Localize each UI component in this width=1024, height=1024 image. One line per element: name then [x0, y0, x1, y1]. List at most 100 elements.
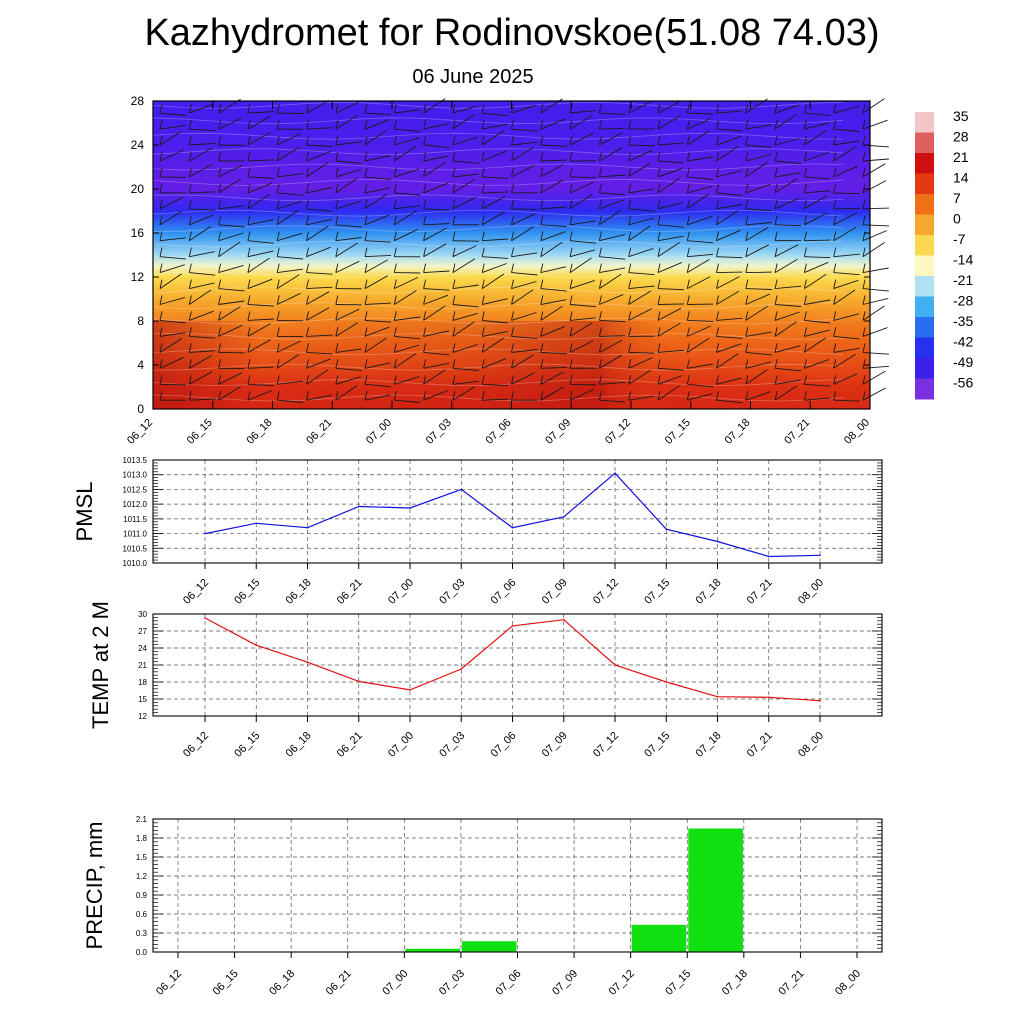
- colorbar-label: 0: [953, 211, 961, 227]
- wind-barb: [657, 242, 680, 258]
- wind-barb-flag: [686, 375, 690, 385]
- wind-barb-flag: [657, 327, 661, 337]
- wind-barb: [687, 276, 711, 289]
- wind-barb: [159, 338, 183, 353]
- wind-barb: [423, 243, 447, 258]
- panel-frame: [152, 613, 883, 717]
- wind-barb: [335, 177, 358, 194]
- y-tick-label: 8: [137, 314, 144, 328]
- wind-barb-flag: [803, 215, 807, 225]
- wind-barb-flag: [716, 327, 719, 337]
- wind-barb-flag: [540, 247, 544, 257]
- wind-barb-flag: [247, 263, 251, 273]
- wind-barb-flag: [540, 311, 544, 321]
- wind-barb: [833, 192, 860, 195]
- wind-barb: [628, 225, 651, 242]
- wind-barb: [423, 362, 450, 369]
- wind-barb: [716, 335, 743, 339]
- y-tick-label: 16: [131, 226, 145, 240]
- wind-barb: [277, 268, 303, 274]
- colorbar-label: -49: [953, 354, 973, 370]
- wind-barb-flag: [716, 183, 719, 193]
- wind-barb-flag: [598, 327, 602, 337]
- wind-barb: [716, 353, 739, 369]
- wind-barb: [452, 178, 476, 194]
- wind-barb-flag: [423, 120, 427, 130]
- wind-barb-flag: [247, 279, 251, 289]
- data-point: [716, 540, 719, 543]
- wind-barb: [335, 367, 362, 372]
- wind-barb-flag: [218, 327, 222, 337]
- x-tick-label: 07_06: [494, 968, 524, 998]
- wind-barb: [775, 224, 802, 227]
- x-tick-label: 07_21: [745, 577, 775, 607]
- wind-barb: [540, 351, 567, 355]
- data-point: [409, 689, 411, 691]
- wind-barb-flag: [423, 343, 427, 353]
- wind-barb-flag: [159, 311, 163, 321]
- wind-barb-flag: [247, 231, 251, 241]
- wind-barb: [277, 200, 303, 210]
- wind-barb: [218, 164, 243, 178]
- wind-barb-flag: [335, 199, 339, 209]
- wind-barb-flag: [218, 375, 222, 385]
- wind-barb-flag: [833, 183, 837, 193]
- wind-barb: [218, 144, 245, 146]
- wind-barb: [335, 169, 361, 178]
- wind-barb-flag: [862, 375, 866, 385]
- wind-barb: [687, 156, 713, 162]
- wind-barb-flag: [423, 327, 427, 337]
- wind-barb: [745, 391, 771, 401]
- wind-barb-flag: [393, 199, 397, 209]
- x-tick-label: 07_03: [437, 968, 467, 998]
- wind-barb-flag: [159, 343, 163, 353]
- wind-barb-flag: [481, 343, 485, 353]
- wind-barb: [394, 192, 421, 196]
- wind-barb: [423, 162, 446, 178]
- wind-barb-flag: [159, 151, 163, 162]
- wind-barb-flag: [745, 327, 749, 337]
- wind-barb-flag: [364, 343, 368, 353]
- wind-barb-flag: [628, 231, 632, 241]
- wind-barb: [745, 227, 769, 242]
- precip-bar: [688, 828, 743, 952]
- wind-barb: [423, 270, 450, 274]
- wind-barb: [804, 397, 831, 401]
- wind-barb-flag: [481, 391, 485, 401]
- wind-barb-flag: [686, 104, 690, 114]
- wind-barb: [364, 259, 388, 273]
- y-tick-label: 1013.5: [123, 456, 148, 465]
- wind-barb: [335, 376, 361, 385]
- wind-barb: [423, 155, 450, 162]
- wind-barb: [716, 170, 742, 178]
- x-tick-label: 06_18: [284, 730, 314, 760]
- wind-barb-flag: [247, 215, 251, 225]
- wind-barb-flag: [833, 359, 837, 369]
- wind-barb: [540, 325, 565, 337]
- wind-barb-flag: [657, 343, 661, 353]
- wind-barb-flag: [218, 295, 222, 305]
- wind-barb: [687, 240, 714, 244]
- wind-barb-flag: [511, 311, 514, 321]
- wind-barb-flag: [481, 279, 485, 289]
- wind-barb-flag: [159, 183, 163, 193]
- wind-barb-flag: [628, 151, 632, 162]
- wind-barb: [276, 354, 300, 369]
- wind-barb: [833, 313, 859, 321]
- wind-barb-flag: [364, 135, 368, 146]
- wind-barb: [482, 123, 508, 130]
- wind-barb-flag: [803, 375, 807, 385]
- wind-barb: [745, 331, 772, 337]
- wind-barb: [452, 136, 478, 146]
- colorbar-label: 28: [953, 129, 969, 145]
- wind-barb: [364, 214, 390, 226]
- wind-barb: [511, 335, 538, 340]
- wind-barb: [745, 293, 770, 305]
- wind-barb-flag: [745, 183, 749, 193]
- data-point: [204, 617, 206, 619]
- wind-barb-flag: [774, 311, 778, 321]
- wind-barb-flag: [511, 375, 514, 385]
- wind-barb-flag: [481, 247, 485, 257]
- wind-barb-flag: [686, 263, 690, 273]
- wind-barb-flag: [716, 199, 719, 209]
